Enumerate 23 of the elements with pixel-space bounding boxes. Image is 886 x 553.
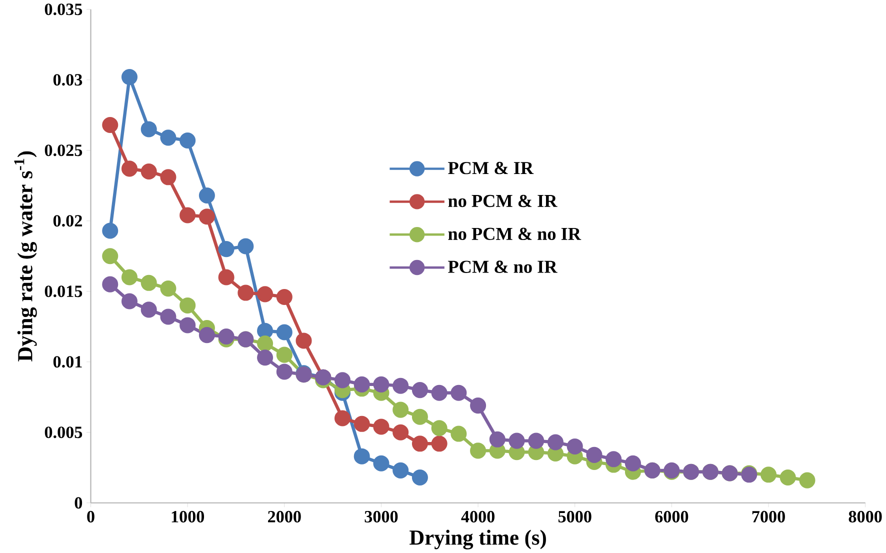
legend-label: PCM & IR: [448, 162, 534, 174]
x-tick-label: 8000: [848, 510, 882, 523]
y-tick-label: 0.01: [53, 356, 82, 368]
y-axis-title: Dying rate (g water s$^{-1}$): [14, 151, 37, 362]
y-tick-label: 0.02: [53, 215, 82, 227]
x-tick-label: 1000: [172, 510, 204, 523]
y-tick-label: 0.015: [44, 286, 82, 298]
x-axis-title: Drying time (s): [410, 530, 546, 550]
y-tick-label: 0.035: [44, 4, 82, 16]
y-tick-label: 0.005: [44, 426, 82, 438]
x-tick-label: 2000: [268, 510, 301, 523]
legend-label: no PCM & no IR: [448, 228, 582, 240]
legend-label: no PCM & IR: [448, 194, 558, 208]
y-tick-label: 0.03: [53, 74, 82, 86]
x-tick-label: 0: [87, 510, 94, 523]
x-tick-label: 6000: [655, 510, 688, 523]
y-tick-label: 0: [74, 497, 82, 509]
x-tick-label: 3000: [364, 510, 398, 523]
x-tick-label: 7000: [752, 510, 785, 523]
legend-label: PCM & no IR: [448, 260, 558, 273]
x-tick-label: 5000: [558, 510, 592, 523]
x-tick-label: 4000: [461, 510, 494, 523]
y-tick-label: 0.025: [44, 144, 82, 156]
